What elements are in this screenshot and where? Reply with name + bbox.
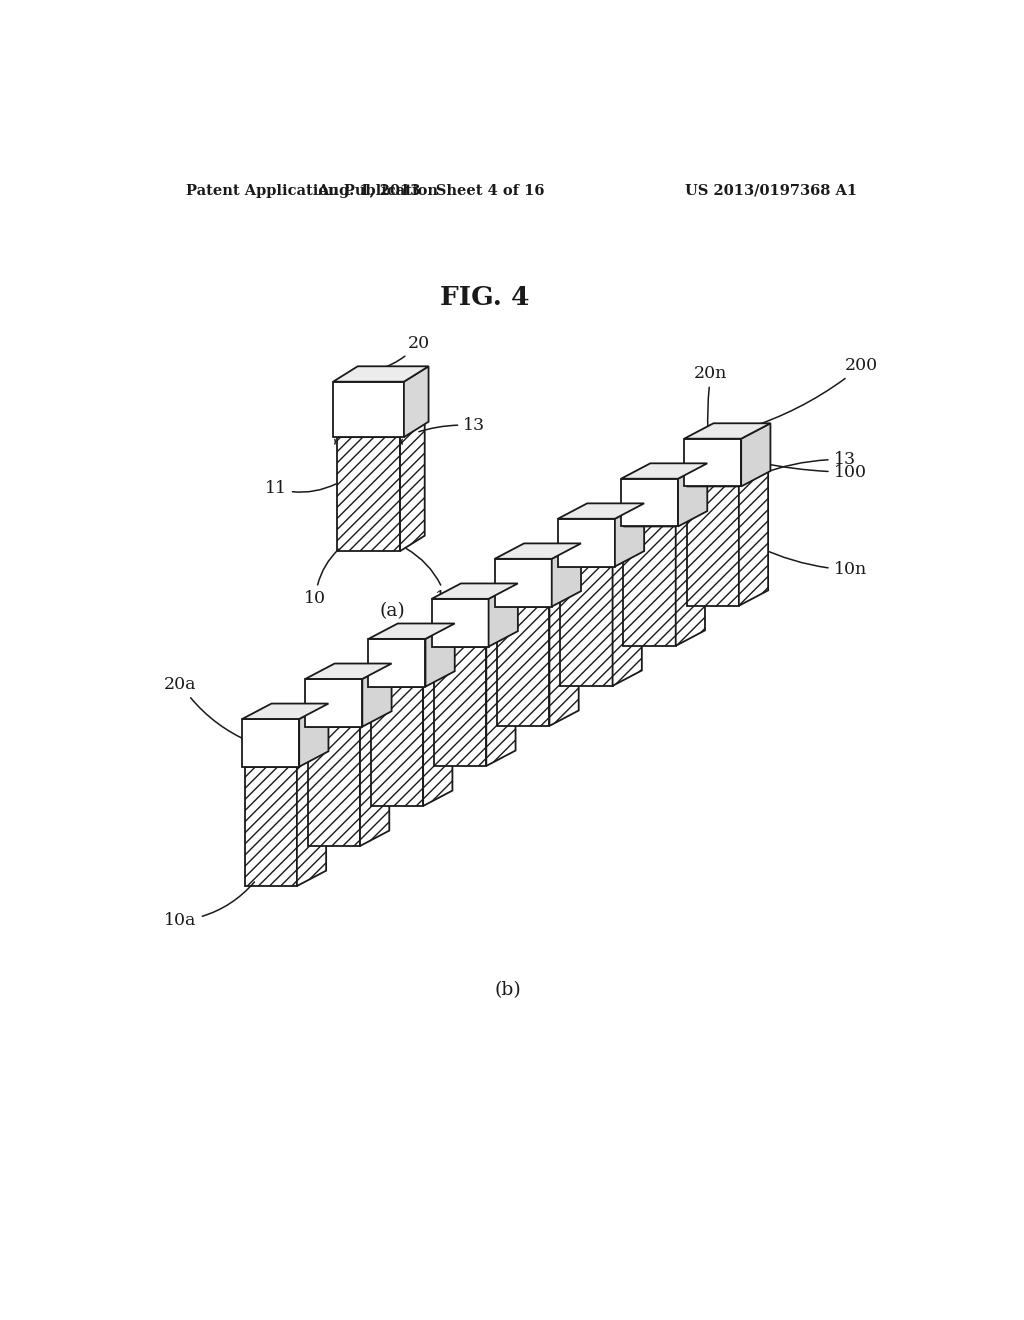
Polygon shape <box>305 678 362 726</box>
Text: 10: 10 <box>304 549 339 607</box>
Polygon shape <box>305 664 391 678</box>
Polygon shape <box>333 367 429 381</box>
Polygon shape <box>297 751 326 886</box>
Polygon shape <box>307 711 389 726</box>
Polygon shape <box>369 639 425 686</box>
Polygon shape <box>686 471 768 487</box>
Polygon shape <box>624 511 705 527</box>
Polygon shape <box>434 631 515 647</box>
Text: 20n: 20n <box>694 364 728 432</box>
Polygon shape <box>497 607 550 726</box>
Text: FIG. 4: FIG. 4 <box>440 285 529 309</box>
Polygon shape <box>686 487 739 606</box>
Polygon shape <box>684 438 741 487</box>
Polygon shape <box>560 566 612 686</box>
Polygon shape <box>488 583 518 647</box>
Polygon shape <box>552 544 581 607</box>
Polygon shape <box>614 503 644 566</box>
Polygon shape <box>371 686 423 807</box>
Polygon shape <box>245 751 326 767</box>
Polygon shape <box>245 767 297 886</box>
Polygon shape <box>432 599 488 647</box>
Polygon shape <box>486 631 515 766</box>
Polygon shape <box>612 552 642 686</box>
Polygon shape <box>497 591 579 607</box>
Polygon shape <box>621 479 678 527</box>
Polygon shape <box>676 511 705 645</box>
Polygon shape <box>684 424 770 438</box>
Polygon shape <box>299 704 329 767</box>
Polygon shape <box>243 719 299 767</box>
Polygon shape <box>369 623 455 639</box>
Polygon shape <box>434 647 486 766</box>
Polygon shape <box>558 519 614 566</box>
Text: 20a: 20a <box>164 676 250 742</box>
Text: 20: 20 <box>379 335 430 370</box>
Text: Patent Application Publication: Patent Application Publication <box>186 183 438 198</box>
Text: 13: 13 <box>419 417 485 434</box>
Text: 12: 12 <box>407 549 458 607</box>
Polygon shape <box>558 503 644 519</box>
Polygon shape <box>400 422 425 552</box>
Polygon shape <box>678 463 708 527</box>
Text: 10a: 10a <box>165 882 254 929</box>
Polygon shape <box>425 623 455 686</box>
Text: 13: 13 <box>759 451 856 475</box>
Text: Aug. 1, 2013   Sheet 4 of 16: Aug. 1, 2013 Sheet 4 of 16 <box>317 183 545 198</box>
Polygon shape <box>432 583 518 599</box>
Polygon shape <box>337 437 400 552</box>
Polygon shape <box>739 471 768 606</box>
Polygon shape <box>495 544 581 558</box>
Polygon shape <box>550 591 579 726</box>
Polygon shape <box>495 558 552 607</box>
Polygon shape <box>333 381 403 437</box>
Text: 100: 100 <box>762 463 866 480</box>
Polygon shape <box>360 711 389 846</box>
Text: (a): (a) <box>380 602 406 620</box>
Text: 200: 200 <box>746 356 879 429</box>
Polygon shape <box>403 367 429 437</box>
Polygon shape <box>624 527 676 645</box>
Text: 10n: 10n <box>759 548 867 578</box>
Polygon shape <box>307 726 360 846</box>
Polygon shape <box>371 671 453 686</box>
Polygon shape <box>621 463 708 479</box>
Polygon shape <box>423 671 453 807</box>
Polygon shape <box>337 422 425 437</box>
Text: US 2013/0197368 A1: US 2013/0197368 A1 <box>685 183 857 198</box>
Polygon shape <box>362 664 391 726</box>
Text: 11: 11 <box>265 480 336 496</box>
Polygon shape <box>560 552 642 566</box>
Text: (b): (b) <box>495 981 521 999</box>
Polygon shape <box>741 424 770 487</box>
Polygon shape <box>243 704 329 719</box>
